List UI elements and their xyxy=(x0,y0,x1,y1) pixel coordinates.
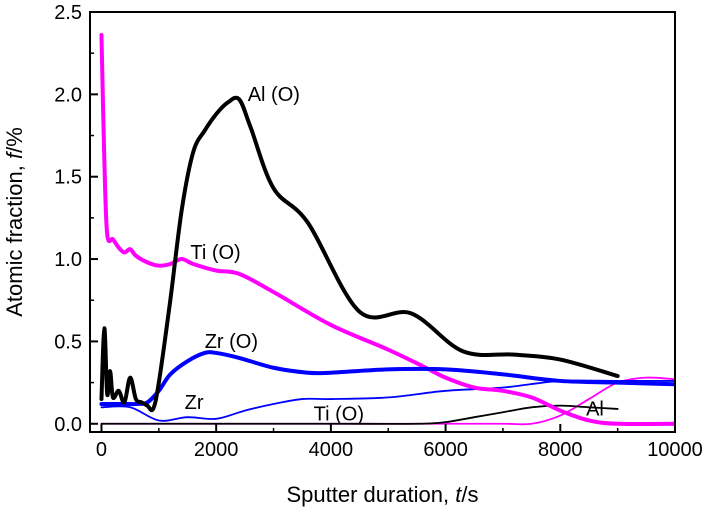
x-tick-label: 8000 xyxy=(538,439,583,461)
annotation-layer: Al (O) Ti (O) Zr (O) Zr Ti (O) Al xyxy=(185,84,604,426)
y-tick-label: 1.5 xyxy=(54,167,82,189)
x-tick-label: 4000 xyxy=(309,439,354,461)
series-annotation: Al (O) xyxy=(248,84,300,106)
ticks-layer: 0 2000 4000 6000 8000 10000 0.0 0.5 1.0 1.5 2.0 2.5 xyxy=(54,2,703,461)
series-line-ti-o-1 xyxy=(99,33,675,427)
y-tick-label: 2.5 xyxy=(54,2,82,24)
x-axis-title: Sputter duration, t/s xyxy=(286,482,478,507)
y-tick-label: 0.0 xyxy=(54,414,82,436)
series-annotation: Zr xyxy=(185,392,204,414)
series-annotation: Ti (O) xyxy=(190,242,240,264)
series-layer xyxy=(99,33,675,427)
series-annotation: Ti (O) xyxy=(314,403,364,425)
x-tick-label: 6000 xyxy=(423,439,468,461)
plot-frame xyxy=(89,11,676,433)
y-tick-label: 2.0 xyxy=(54,84,82,106)
y-axis-title: Atomic fraction, f/% xyxy=(2,127,27,317)
series-line-al-o-0 xyxy=(99,95,620,413)
x-tick-label: 0 xyxy=(96,439,107,461)
y-tick-label: 0.5 xyxy=(54,331,82,353)
y-tick-label: 1.0 xyxy=(54,249,82,271)
series-line-zr-o-2 xyxy=(99,350,675,407)
series-annotation: Zr (O) xyxy=(205,331,258,353)
series-annotation: Al xyxy=(586,399,604,421)
series-line-zr-3 xyxy=(100,379,675,422)
series-line-al-5 xyxy=(100,404,619,425)
x-tick-label: 2000 xyxy=(194,439,239,461)
x-tick-label: 10000 xyxy=(647,439,703,461)
